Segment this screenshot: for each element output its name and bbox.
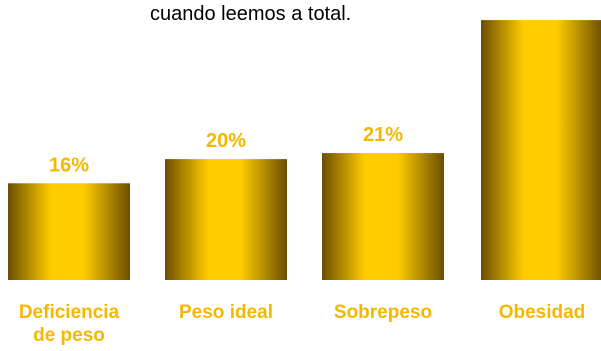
category-label-1: Peso ideal (179, 302, 273, 323)
chart-subtitle: cuando leemos a total. (150, 3, 352, 25)
value-label-1: 20% (206, 130, 246, 152)
category-label-0-line-1: de peso (33, 325, 105, 346)
bar-2 (322, 153, 444, 280)
category-label-3: Obesidad (499, 302, 586, 323)
value-label-0: 16% (49, 154, 89, 176)
bar-1 (165, 159, 287, 280)
value-label-2: 21% (363, 124, 403, 146)
bar-3 (481, 20, 601, 280)
category-label-2: Sobrepeso (334, 302, 432, 323)
category-label-0-line-0: Deficiencia (19, 302, 120, 323)
bar-0 (8, 183, 130, 280)
